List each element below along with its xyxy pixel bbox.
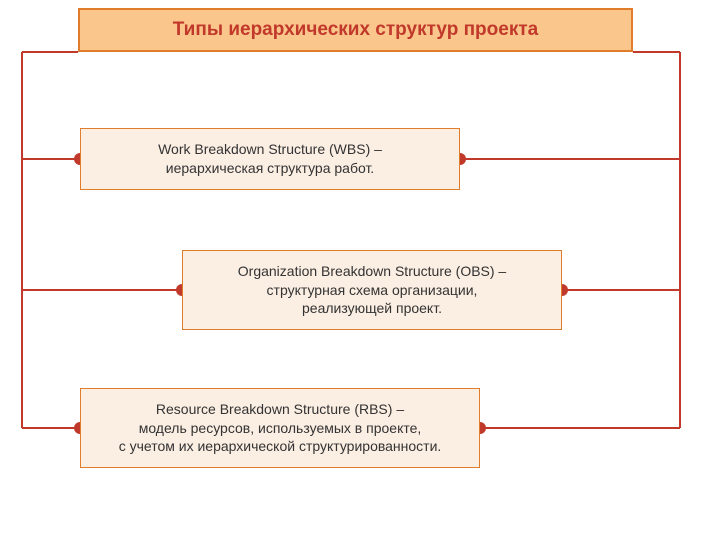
item-line: модель ресурсов, используемых в проекте,	[139, 419, 422, 438]
structure-item-wbs: Work Breakdown Structure (WBS) – иерархи…	[80, 128, 460, 190]
item-line: Work Breakdown Structure (WBS) –	[158, 140, 382, 159]
item-line: иерархическая структура работ.	[166, 159, 374, 178]
item-line: Organization Breakdown Structure (OBS) –	[238, 262, 506, 281]
diagram-title: Типы иерархических структур проекта	[78, 8, 633, 52]
item-line: структурная схема организации,	[267, 281, 478, 300]
item-line: Resource Breakdown Structure (RBS) –	[156, 400, 404, 419]
item-line: реализующей проект.	[302, 299, 442, 318]
diagram-title-text: Типы иерархических структур проекта	[173, 19, 538, 41]
structure-item-rbs: Resource Breakdown Structure (RBS) – мод…	[80, 388, 480, 468]
item-line: с учетом их иерархической структурирован…	[119, 437, 442, 456]
structure-item-obs: Organization Breakdown Structure (OBS) –…	[182, 250, 562, 330]
